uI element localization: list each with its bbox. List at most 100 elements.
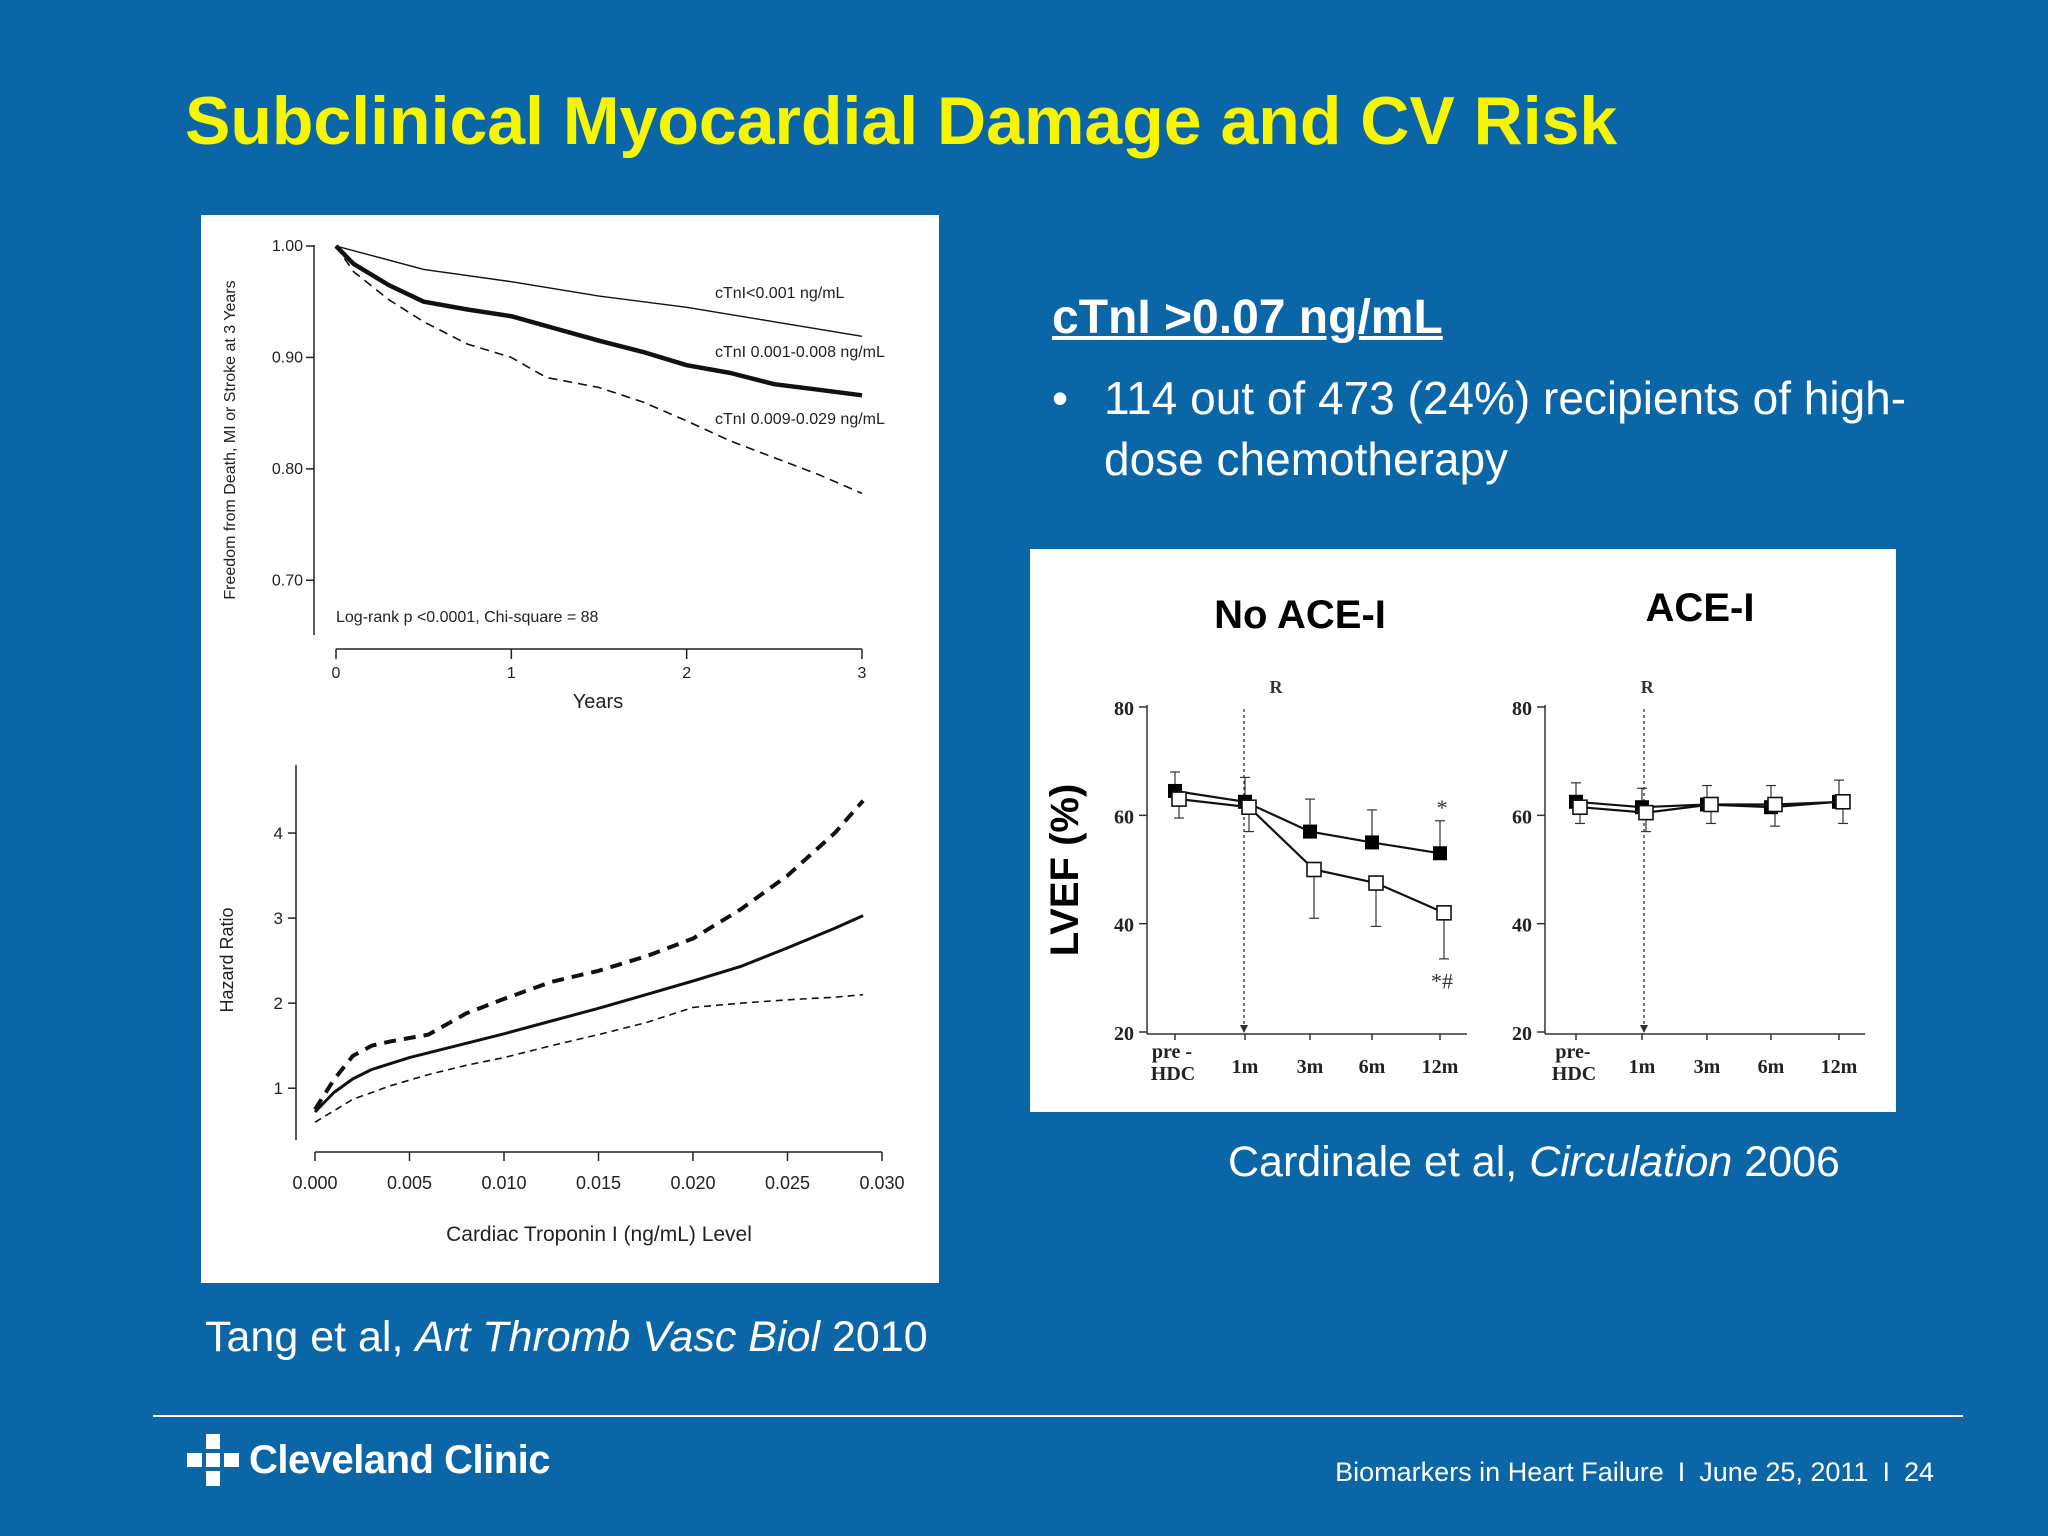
right-citation-journal: Circulation (1529, 1138, 1733, 1186)
right-citation-year: 2006 (1744, 1138, 1840, 1186)
left-citation-authors: Tang et al, (205, 1313, 404, 1361)
x-tick-label: 1 (507, 665, 516, 682)
y-axis-label: Freedom from Death, MI or Stroke at 3 Ye… (222, 280, 239, 599)
x-tick-label: 0.030 (859, 1173, 904, 1193)
footer: Biomarkers in Heart Failure I June 25, 201… (1335, 1457, 1934, 1488)
y-tick-label: 0.80 (272, 461, 303, 478)
arrow-icon (1640, 1025, 1648, 1033)
ctni-heading: cTnI >0.07 ng/mL (1052, 291, 1443, 344)
panel-title: ACE-I (1646, 586, 1755, 630)
series-line (335, 245, 863, 337)
left-figure-panel: 1.00 0.90 0.80 0.70 0 1 2 3 Years Freedom from De… (201, 215, 939, 1283)
y-tick-label: 40 (1114, 915, 1134, 937)
x-tick-label: 0 (332, 665, 341, 682)
left-citation-journal: Art Thromb Vasc Biol (415, 1313, 821, 1361)
series-line (334, 244, 863, 398)
data-point (1365, 835, 1379, 850)
chart-annotation: Log-rank p <0.0001, Chi-square = 88 (336, 609, 599, 626)
randomization-label: R (1270, 677, 1284, 697)
x-tick-label: 0.020 (670, 1173, 715, 1193)
x-tick-label: 0.010 (481, 1173, 526, 1193)
data-point (1171, 791, 1187, 807)
x-tick-label: 6m (1758, 1056, 1785, 1078)
series-line (1178, 798, 1445, 914)
x-tick-label: 0.005 (387, 1173, 432, 1193)
x-axis-label: Years (573, 691, 623, 713)
y-tick-label: 80 (1114, 698, 1134, 720)
randomization-label: R (1641, 677, 1655, 697)
y-tick-label: 3 (274, 909, 283, 928)
x-tick-label: 1m (1232, 1056, 1259, 1078)
slide-title: Subclinical Myocardial Damage and CV Ris… (185, 83, 1618, 159)
series-line (314, 993, 864, 1123)
data-point (1703, 796, 1719, 813)
y-axis-label: LVEF (%) (1043, 784, 1087, 957)
cross-logo-icon (187, 1434, 239, 1486)
data-point (1835, 793, 1851, 810)
data-point (1572, 799, 1588, 816)
bullet-text: 114 out of 473 (24%) recipients of high-… (1104, 372, 1907, 485)
x-tick-label: HDC (1552, 1063, 1596, 1085)
left-citation-year: 2010 (831, 1313, 928, 1361)
y-tick-label: 20 (1114, 1023, 1134, 1045)
data-point (1241, 799, 1257, 816)
data-point (1303, 824, 1317, 839)
left-citation: Tang et al, Art Thromb Vasc Biol 2010 (205, 1313, 928, 1362)
data-point (1306, 861, 1322, 878)
series-label: cTnI 0.001-0.008 ng/mL (715, 344, 885, 361)
x-tick-label: HDC (1151, 1063, 1195, 1085)
x-tick-label: 0.025 (765, 1173, 810, 1193)
data-point (1433, 846, 1447, 861)
bullet-dot: • (1052, 372, 1069, 424)
y-tick-label: 60 (1114, 806, 1134, 828)
data-point (1767, 796, 1783, 813)
x-tick-label: 3m (1297, 1056, 1324, 1078)
x-tick-label: 12m (1821, 1056, 1858, 1078)
significance-annotation: * (1437, 795, 1448, 820)
significance-annotation: *# (1431, 969, 1453, 994)
x-tick-label: 3 (858, 665, 867, 682)
y-axis-label: Hazard Ratio (217, 907, 237, 1012)
y-tick-label: 0.70 (272, 572, 303, 589)
x-tick-label: pre - (1152, 1041, 1192, 1063)
y-tick-label: 20 (1512, 1023, 1532, 1045)
data-point (1638, 804, 1654, 821)
hazard-ratio-chart: 1 2 3 4 0.000 0.005 0.010 0.015 0.020 0.025 0.030 C… (217, 765, 905, 1246)
panel-title: No ACE-I (1214, 593, 1386, 637)
x-tick-label: 6m (1359, 1056, 1386, 1078)
x-tick-label: pre- (1555, 1041, 1590, 1063)
series-label: cTnI<0.001 ng/mL (715, 285, 845, 302)
y-tick-label: 60 (1512, 806, 1532, 828)
series-line (1174, 789, 1441, 855)
series-line (335, 245, 863, 495)
right-citation: Cardinale et al, Circulation 2006 (1228, 1138, 1840, 1187)
arrow-icon (1240, 1025, 1248, 1033)
x-tick-label: 0.000 (292, 1173, 337, 1193)
kaplan-meier-chart: 1.00 0.90 0.80 0.70 0 1 2 3 Years Freedom from De… (222, 238, 885, 713)
series-label: cTnI 0.009-0.029 ng/mL (715, 411, 885, 428)
x-tick-label: 2 (682, 665, 691, 682)
cleveland-clinic-logo: Cleveland Clinic (187, 1434, 550, 1486)
footer-separator: I (1882, 1457, 1890, 1487)
logo-text: Cleveland Clinic (249, 1437, 550, 1482)
right-figure-panel: No ACE-I 80 60 40 20 pre - HDC 1m 3m 6m 12m R * *# LVE… (1030, 549, 1896, 1112)
footer-topic: Biomarkers in Heart Failure (1335, 1457, 1664, 1487)
right-citation-authors: Cardinale et al, (1228, 1138, 1518, 1186)
data-point (1368, 875, 1384, 891)
data-point (1436, 905, 1452, 921)
y-tick-label: 80 (1512, 698, 1532, 720)
x-tick-label: 3m (1694, 1056, 1721, 1078)
footer-date: June 25, 2011 (1699, 1457, 1869, 1487)
y-tick-label: 2 (274, 994, 283, 1013)
x-tick-label: 12m (1422, 1056, 1459, 1078)
series-line (313, 914, 864, 1114)
x-tick-label: 1m (1629, 1056, 1656, 1078)
x-axis-label: Cardiac Troponin I (ng/mL) Level (446, 1223, 752, 1246)
series-line (313, 799, 865, 1111)
footer-separator: I (1677, 1457, 1686, 1487)
y-tick-label: 0.90 (272, 349, 303, 366)
footer-divider (153, 1415, 1963, 1417)
y-tick-label: 40 (1512, 915, 1532, 937)
y-tick-label: 1 (274, 1079, 283, 1098)
